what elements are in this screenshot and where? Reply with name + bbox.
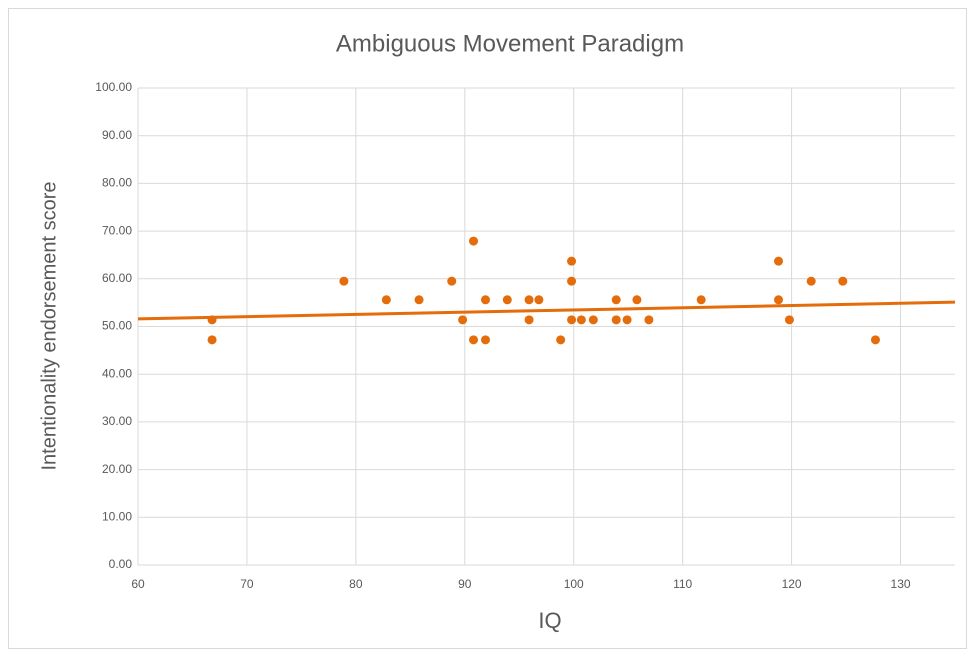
point [339,276,349,286]
point [644,315,654,325]
point [524,295,534,305]
x-tick-label: 80 [349,577,363,591]
point [556,335,566,345]
y-tick-label: 100.00 [95,80,132,94]
point [870,335,880,345]
y-tick-label: 40.00 [102,366,132,380]
point [567,315,577,325]
point [469,236,479,246]
x-axis-label: IQ [538,608,561,633]
y-axis-label: Intentionality endorsement score [38,181,60,470]
x-tick-label: 120 [782,577,802,591]
point [774,295,784,305]
x-tick-label: 90 [458,577,472,591]
point [696,295,706,305]
x-tick-label: 70 [240,577,254,591]
point [632,295,642,305]
point [622,315,632,325]
y-tick-label: 50.00 [102,319,132,333]
point [534,295,544,305]
point [207,335,217,345]
chart-title: Ambiguous Movement Paradigm [336,30,684,57]
point [784,315,794,325]
y-tick-label: 60.00 [102,271,132,285]
trendline [137,300,956,321]
point [774,256,784,266]
point [502,295,512,305]
point [611,295,621,305]
x-tick-label: 110 [673,577,692,591]
x-tick-label: 100 [564,577,584,591]
point [567,276,577,286]
y-tick-label: 90.00 [102,128,132,142]
point [567,256,577,266]
point [838,276,848,286]
y-tick-label: 80.00 [102,176,132,190]
y-tick-label: 30.00 [102,414,132,428]
point [576,315,586,325]
point [447,276,457,286]
point [381,295,391,305]
y-tick-label: 10.00 [102,509,132,523]
point [469,335,479,345]
point [806,276,816,286]
point [588,315,598,325]
y-tick-label: 70.00 [102,223,132,237]
point [480,335,490,345]
chart-frame [8,8,967,649]
x-tick-label: 130 [891,577,911,591]
point [480,295,490,305]
y-tick-label: 20.00 [102,462,132,476]
point [414,295,424,305]
point [458,315,468,325]
x-tick-label: 60 [131,577,145,591]
point [524,315,534,325]
point [611,315,621,325]
y-tick-label: 0.00 [109,557,133,571]
